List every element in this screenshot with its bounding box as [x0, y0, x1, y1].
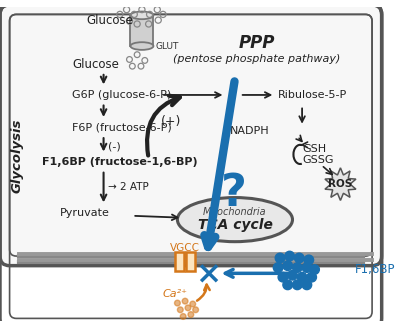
- Text: Glucose: Glucose: [86, 14, 133, 27]
- Text: (pentose phosphate pathway): (pentose phosphate pathway): [173, 53, 341, 64]
- Circle shape: [278, 272, 288, 282]
- Text: GSSG: GSSG: [302, 155, 334, 165]
- Text: Glucose: Glucose: [72, 58, 119, 71]
- Text: Ca²⁺: Ca²⁺: [163, 289, 188, 299]
- Circle shape: [193, 307, 198, 313]
- Circle shape: [297, 272, 307, 282]
- Polygon shape: [325, 168, 356, 200]
- Text: Ribulose-5-P: Ribulose-5-P: [278, 90, 347, 100]
- Circle shape: [304, 255, 314, 265]
- Text: Pyruvate: Pyruvate: [60, 208, 109, 218]
- Ellipse shape: [178, 197, 292, 242]
- Text: (-): (-): [108, 142, 121, 152]
- Circle shape: [310, 265, 319, 274]
- Text: F6P (fructose-6-P): F6P (fructose-6-P): [72, 123, 172, 133]
- Circle shape: [285, 251, 294, 261]
- Text: ROS: ROS: [328, 179, 352, 189]
- Circle shape: [275, 253, 285, 263]
- Circle shape: [302, 263, 312, 272]
- Circle shape: [180, 314, 186, 319]
- Circle shape: [307, 272, 316, 282]
- Circle shape: [185, 305, 191, 311]
- Text: G6P (glucose-6-P): G6P (glucose-6-P): [72, 90, 171, 100]
- Text: GSH: GSH: [302, 144, 326, 154]
- Circle shape: [182, 298, 188, 304]
- Bar: [130, 15, 154, 46]
- Bar: [186, 252, 195, 271]
- Text: Glycolysis: Glycolysis: [11, 118, 24, 193]
- Text: F1,6BP: F1,6BP: [355, 263, 395, 276]
- Circle shape: [190, 301, 196, 307]
- Text: → 2 ATP: → 2 ATP: [108, 182, 149, 192]
- Text: Mitochondria: Mitochondria: [203, 207, 267, 217]
- Text: NADPH: NADPH: [230, 126, 270, 136]
- Circle shape: [283, 280, 292, 290]
- Circle shape: [288, 271, 297, 280]
- Text: (+): (+): [160, 115, 181, 128]
- Text: F1,6BP (fructose-1,6-BP): F1,6BP (fructose-1,6-BP): [42, 157, 198, 167]
- Text: GLUT: GLUT: [155, 42, 179, 51]
- Circle shape: [283, 261, 292, 271]
- Text: PPP: PPP: [239, 34, 275, 52]
- Circle shape: [294, 253, 304, 263]
- Circle shape: [174, 300, 180, 306]
- Text: TCA cycle: TCA cycle: [198, 218, 272, 232]
- Text: ?: ?: [221, 172, 247, 215]
- Circle shape: [292, 280, 302, 290]
- Bar: [176, 252, 184, 271]
- Ellipse shape: [130, 11, 154, 19]
- Circle shape: [273, 263, 283, 272]
- Circle shape: [292, 263, 302, 272]
- Text: VGCC: VGCC: [170, 243, 200, 254]
- Circle shape: [178, 307, 183, 313]
- Circle shape: [302, 280, 312, 290]
- FancyBboxPatch shape: [0, 5, 382, 266]
- Ellipse shape: [130, 42, 154, 50]
- Circle shape: [188, 312, 194, 318]
